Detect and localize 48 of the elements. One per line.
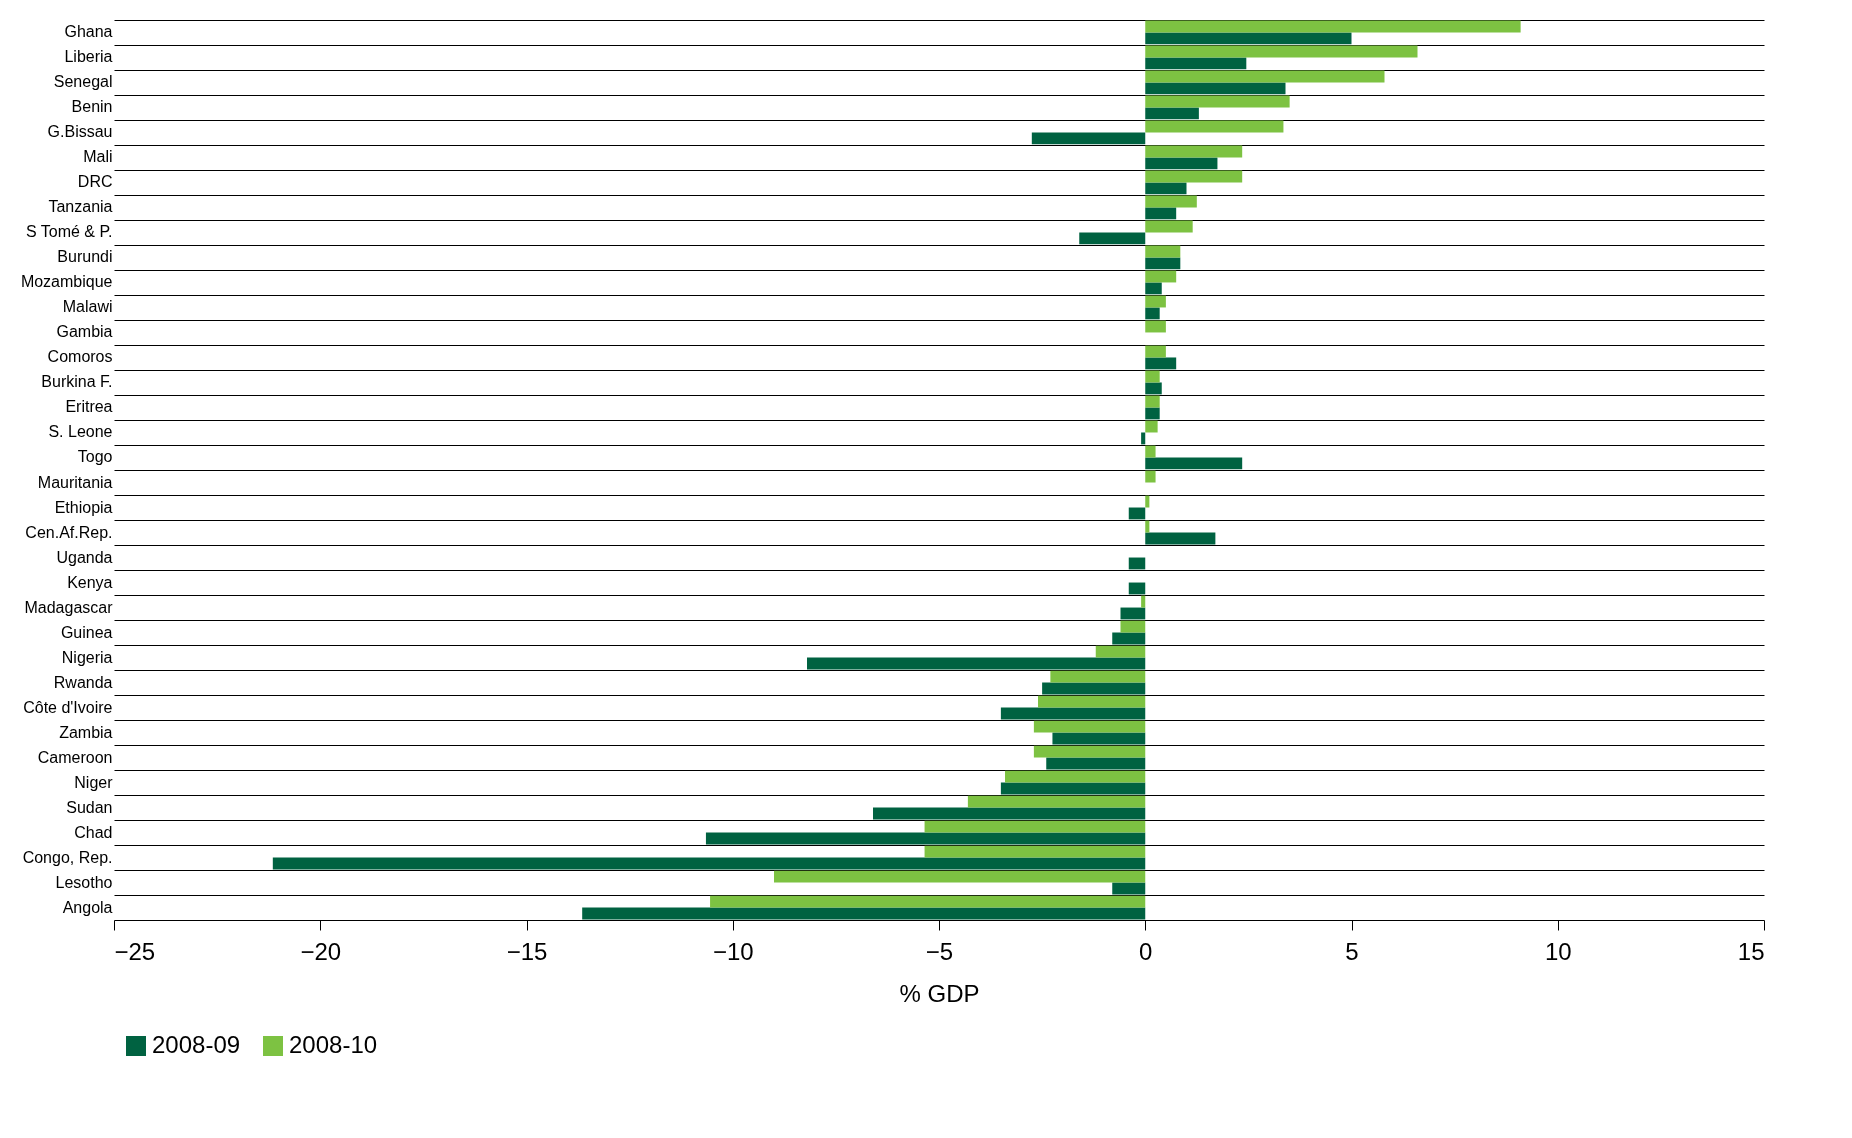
x-tick-label: −5 xyxy=(925,937,954,965)
x-tick-label: 5 xyxy=(1345,937,1359,965)
y-tick-label: Ghana xyxy=(64,23,113,41)
y-tick-label: Senegal xyxy=(53,73,113,91)
y-tick-label: Kenya xyxy=(67,573,113,591)
y-tick-label: Burundi xyxy=(57,248,113,266)
y-tick-label: Chad xyxy=(74,823,113,841)
y-tick-label: Lesotho xyxy=(55,873,113,891)
x-tick-label: 15 xyxy=(1737,937,1765,965)
x-tick-label: 0 xyxy=(1139,937,1153,965)
y-tick-label: Malawi xyxy=(62,298,113,316)
x-tick-label: −25 xyxy=(114,937,156,965)
y-tick-label: Comoros xyxy=(47,348,113,366)
y-tick-label: S Tomé & P. xyxy=(25,223,113,241)
x-tick-label: 10 xyxy=(1544,937,1572,965)
y-tick-label: Eritrea xyxy=(65,398,113,416)
y-tick-label: Benin xyxy=(71,98,113,116)
y-tick-label: Cen.Af.Rep. xyxy=(25,523,113,541)
y-tick-label: S. Leone xyxy=(48,423,113,441)
x-axis-title: % GDP xyxy=(899,979,980,1007)
y-tick-label: Congo, Rep. xyxy=(22,848,113,866)
y-tick-label: Zambia xyxy=(59,723,113,741)
y-tick-label: Angola xyxy=(62,898,113,916)
y-tick-label: Burkina F. xyxy=(41,373,113,391)
y-tick-label: Cameroon xyxy=(37,748,113,766)
y-tick-label: Liberia xyxy=(64,48,113,66)
y-tick-label: DRC xyxy=(77,173,113,191)
y-tick-label: Mauritania xyxy=(37,473,113,491)
y-tick-label: Tanzania xyxy=(48,198,113,216)
y-tick-label: Ethiopia xyxy=(54,498,113,516)
y-tick-label: Mozambique xyxy=(20,273,113,291)
y-tick-label: Guinea xyxy=(60,623,113,641)
x-tick-label: −15 xyxy=(506,937,548,965)
legend-label: 2008-10 xyxy=(289,1031,378,1058)
y-tick-label: Côte d'Ivoire xyxy=(23,698,113,716)
legend-label: 2008-09 xyxy=(152,1031,241,1058)
y-tick-label: G.Bissau xyxy=(47,123,113,141)
y-tick-label: Togo xyxy=(77,448,113,466)
y-tick-label: Uganda xyxy=(56,548,113,566)
y-tick-label: Mali xyxy=(83,148,113,166)
y-tick-label: Niger xyxy=(74,773,114,791)
x-tick-label: −20 xyxy=(300,937,342,965)
y-tick-label: Sudan xyxy=(66,798,113,816)
y-tick-label: Gambia xyxy=(56,323,113,341)
x-tick-label: −10 xyxy=(712,937,754,965)
y-tick-label: Madagascar xyxy=(24,598,114,616)
y-tick-label: Rwanda xyxy=(53,673,113,691)
y-tick-label: Nigeria xyxy=(61,648,113,666)
